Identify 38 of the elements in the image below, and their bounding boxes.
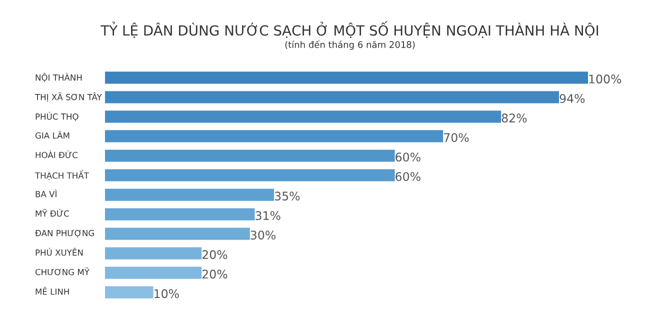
bar (105, 247, 202, 260)
y-tick-label: HOÀI ĐỨC (36, 150, 78, 158)
bar (105, 188, 274, 201)
bar (105, 169, 395, 182)
y-tick-label: MỸ ĐỨC (36, 208, 69, 217)
y-tick-label: ĐAN PHƯỢNG (35, 230, 94, 238)
y-tick-label: MÊ LINH (36, 286, 69, 295)
y-tick-label: THẠCH THẤT (34, 170, 89, 180)
data-label: 20% (202, 270, 228, 279)
data-label: 60% (396, 152, 420, 162)
y-tick-label: CHƯƠNG MỸ (35, 267, 90, 276)
y-tick-label: GIA LÂM (35, 130, 70, 139)
bar (105, 208, 255, 220)
data-label: 70% (444, 133, 469, 142)
bar (105, 266, 202, 279)
y-tick-label: PHÚ XUYÊN (36, 248, 83, 256)
bar (105, 286, 154, 298)
data-label: 31% (256, 211, 280, 220)
data-label: 100% (589, 74, 622, 84)
data-label: 35% (274, 192, 300, 201)
data-label: 30% (250, 230, 276, 240)
data-label: 20% (202, 250, 228, 260)
bar (105, 91, 560, 104)
data-label: 60% (396, 172, 420, 182)
bar (105, 130, 444, 142)
y-tick-label: BA VÌ (36, 189, 57, 198)
data-label: 82% (502, 114, 527, 122)
data-label: 10% (154, 289, 179, 298)
bar (105, 150, 395, 162)
bar (105, 228, 250, 240)
bar (105, 110, 502, 123)
y-tick-label: PHÚC THỌ (36, 112, 78, 122)
chart-title: TỶ LỆ DÂN DÙNG NƯỚC SẠCH Ở MỘT SỐ HUYỆN NGOẠI THÀNH HÀ NỘI (100, 21, 598, 38)
bar (105, 72, 588, 84)
chart-subtitle: (tính đến tháng 6 năm 2018) (285, 40, 415, 50)
data-label: 94% (560, 94, 585, 103)
y-tick-label: THỊ XÃ SƠN TÂY (34, 92, 102, 102)
y-tick-label: NỘI THÀNH (36, 72, 82, 82)
